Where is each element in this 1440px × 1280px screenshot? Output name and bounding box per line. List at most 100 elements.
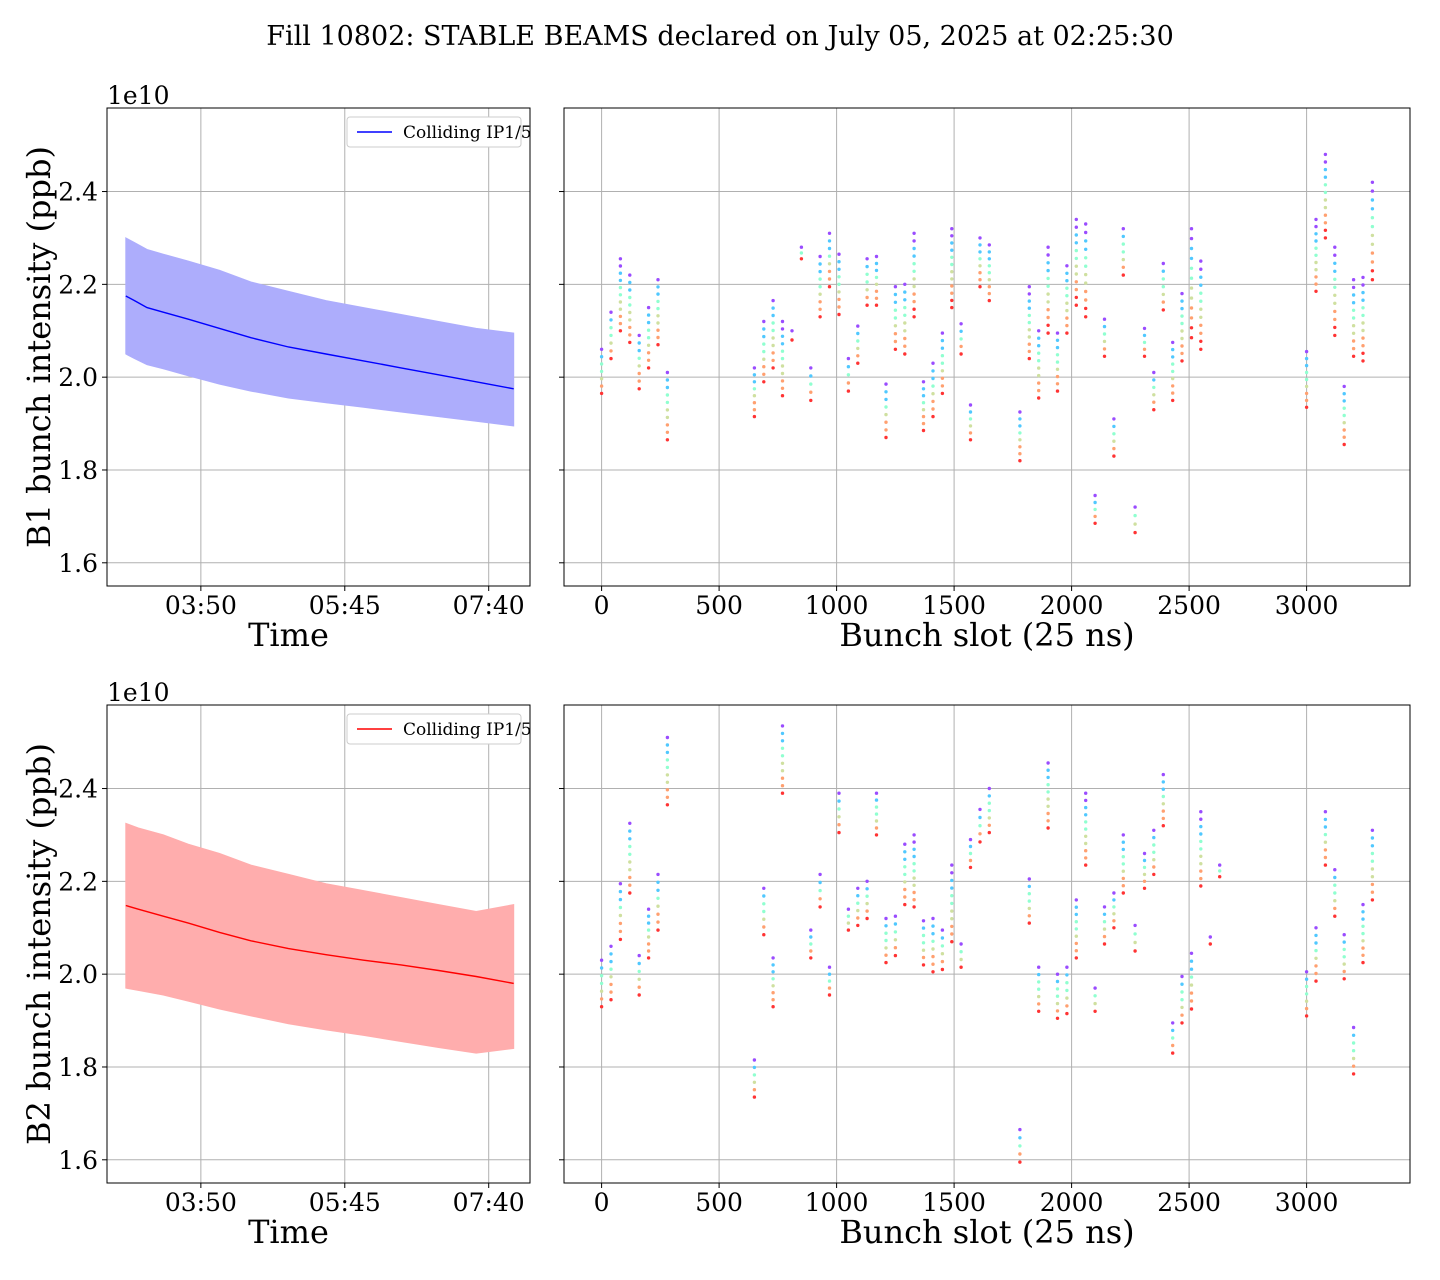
b1-slot-bunch-point [656,306,660,311]
b2-slot-bunch-point [1323,817,1328,822]
b1-slot-bunch-point [1084,315,1088,319]
b1-slot-bunch-point [1046,276,1050,281]
b1-slot-bunch-point [1314,268,1318,272]
b2-slot-bunch-point [1323,848,1328,852]
b2-slot-bunch-point [1055,1009,1060,1013]
b2-slot-bunch-point [818,897,822,901]
b1-slot-bunch-point [1333,293,1337,297]
b2-slot-bunch-point [874,826,879,830]
b1-slot-bunch-point [978,243,982,247]
b2-slot-bunch-point [1121,833,1126,837]
b2-slot-bunch-point [1304,984,1309,989]
b1-slot-bunch-point [912,246,916,251]
b2-slot-bunch-point [1161,787,1166,791]
b2-slot-bunch-point [1342,955,1346,959]
b1-slot-bunch-point [1055,389,1060,393]
b2-slot-bunch-point [1314,979,1318,983]
b1-slot-bunch-point [1333,269,1337,273]
b1-slot-bunch-point [959,352,963,356]
b1-slot-bunch-point [618,257,623,261]
b1-slot-bunch-point [1142,333,1147,338]
b1-slot-bunch-point [1065,271,1069,275]
b1-slot-bunch-point [1314,217,1318,222]
b1-slot-bunch-point [618,264,623,268]
b1-slot-bunch-point [1189,326,1194,330]
b2-slot-bunch-point [1161,780,1166,784]
b1-slot-bunch-point [1370,233,1375,238]
b1-slot-bunch-point [950,305,954,310]
b1-slot-bunch-point [599,377,604,381]
b2-slot-bunch-point [884,924,888,928]
b1-slot-bunch-point [874,296,879,300]
b2-slot-bunch-point [1055,994,1060,998]
b1-slot-bunch-point [599,355,604,359]
b1-slot-bunch-point [1189,246,1194,251]
b2-slot-bunch-point [912,847,916,851]
b2-slot-bunch-point [656,928,660,932]
b2-slot-bunch-point [921,955,926,960]
b1-slot-bunch-point [818,307,822,311]
b2-slot-bunch-point [1093,994,1097,998]
b2-slot-bunch-point [978,824,982,828]
b1-slot-bunch-point [1037,344,1041,348]
b2-time-x-tick-label: 05:45 [309,1188,381,1217]
b2-slot-bunch-point [1037,980,1041,984]
b2-slot-bunch-point [1208,935,1213,939]
b1-slot-bunch-point [921,408,926,412]
b2-slot-bunch-point [1084,849,1088,853]
b1-slot-bunch-point [1046,331,1050,335]
b2-slot-bunch-point [1161,809,1166,813]
b1-slot-bunch-point [921,401,926,405]
b2-slot-bunch-point [609,944,613,948]
b2-slot-bunch-point [950,932,954,936]
b2-slot-bunch-point [837,807,841,811]
b1-slot-bunch-point [665,370,670,375]
b1-slot-bunch-point [827,285,832,289]
b2-slot-bunch-point [865,887,869,891]
b2-slot-bunch-point [874,798,879,802]
b1-slot-bunch-point [1171,340,1175,345]
b1-slot-bunch-point [1370,278,1375,282]
b1-slot-bunch-point [818,315,822,319]
b2-slot-bunch-point [846,921,851,925]
b2-slot-bunch-point [1074,941,1079,946]
b2-slot-axes-frame [563,704,1411,1184]
b2-slot-bunch-point [893,938,898,942]
b2-slot-bunch-point [856,886,860,890]
b1-slot-bunch-point [968,424,973,428]
b2-slot-bunch-point [809,935,813,939]
b1-slot-bunch-point [1037,351,1041,355]
b1-slot-bunch-point [856,324,860,328]
b1-slot-bunch-point [1018,417,1022,421]
b1-slot-bunch-point [1333,277,1337,281]
b1-slot-bunch-point [818,269,822,274]
b1-slot-bunch-point [856,354,860,358]
b2-slot-bunch-point [809,949,813,953]
b2-slot-bunch-point [912,898,916,902]
b2-slot-bunch-point [1027,921,1032,925]
b1-time-y-axis-label: B1 bunch intensity (ppb) [20,146,58,548]
b1-slot-bunch-point [912,269,916,273]
b2-slot-bunch-point [1361,924,1365,928]
b2-slot-bunch-point [1342,933,1346,937]
b1-slot-bunch-point [1370,216,1375,220]
b1-slot-bunch-point [1323,205,1328,210]
b1-slot-bunch-point [752,414,757,419]
b2-slot-bunch-point [987,830,991,835]
b1-slot-bunch-point [1133,530,1137,535]
b1-slot-bunch-point [762,319,766,324]
b2-slot-bunch-point [1046,797,1050,801]
b2-slot-bunch-point [818,905,822,909]
b2-slot-bunch-point [1199,810,1203,814]
b1-slot-bunch-point [1314,260,1318,265]
b1-slot-bunch-point [628,288,632,292]
b1-slot-bunch-point [978,236,982,240]
b1-slot-bunch-point [865,303,869,307]
b1-slot-bunch-point [1314,275,1318,279]
b1-slot-bunch-point [865,295,869,300]
b1-slot-bunch-point [637,333,641,338]
b2-slot-bunch-point [1171,1051,1175,1055]
b2-slot-bunch-point [1199,854,1203,858]
b2-slot-bunch-point [912,876,916,880]
b1-slot-bunch-point [1161,261,1166,266]
